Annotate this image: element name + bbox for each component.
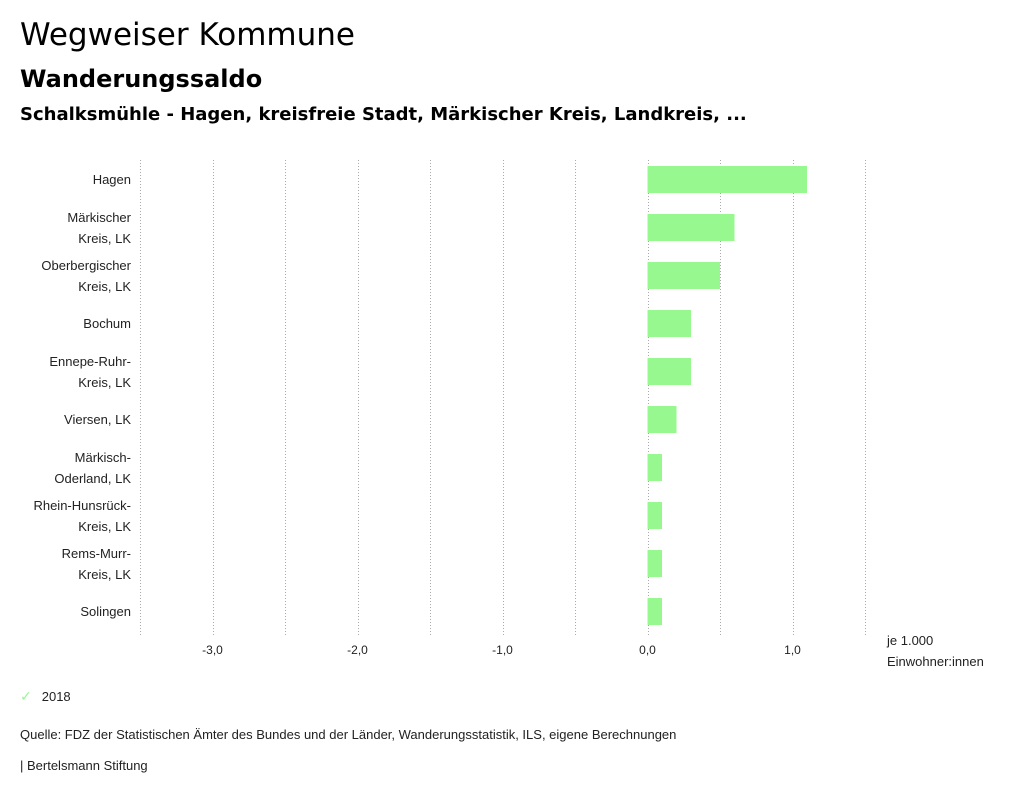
x-tick-label: 0,0 bbox=[639, 643, 656, 657]
x-tick-label: -2,0 bbox=[347, 643, 368, 657]
chart-subtitle: Wanderungssaldo bbox=[20, 65, 263, 93]
legend[interactable]: ✓ 2018 bbox=[20, 688, 71, 705]
bar bbox=[647, 550, 662, 577]
unit-label: je 1.000 Einwohner:innen bbox=[887, 630, 1017, 672]
bar bbox=[647, 262, 720, 289]
category-label: Kreis, LK bbox=[78, 231, 131, 246]
category-label: Solingen bbox=[80, 604, 131, 619]
x-tick-label: -1,0 bbox=[492, 643, 513, 657]
unit-label-line-1: je 1.000 bbox=[887, 633, 934, 648]
x-tick-label: 1,0 bbox=[784, 643, 801, 657]
bar bbox=[647, 454, 662, 481]
bar bbox=[647, 214, 735, 241]
legend-label: 2018 bbox=[41, 689, 71, 704]
category-label: Märkisch- bbox=[75, 450, 131, 465]
category-label: Bochum bbox=[83, 316, 131, 331]
category-label: Viersen, LK bbox=[64, 412, 131, 427]
unit-label-line-2: Einwohner:innen bbox=[887, 654, 984, 669]
category-label: Märkischer bbox=[67, 210, 131, 225]
category-label: Kreis, LK bbox=[78, 567, 131, 582]
category-label: Kreis, LK bbox=[78, 519, 131, 534]
bar-chart: -3,0 -2,0 -1,0 0,0 1,0 Hagen Märkischer Kreis, … bbox=[33, 160, 866, 657]
bar bbox=[647, 502, 662, 529]
bar bbox=[647, 598, 662, 625]
bar bbox=[647, 310, 691, 337]
bar bbox=[647, 358, 691, 385]
category-label: Kreis, LK bbox=[78, 375, 131, 390]
bar bbox=[647, 406, 677, 433]
category-label: Oberbergischer bbox=[41, 258, 131, 273]
footer-credit: | Bertelsmann Stiftung bbox=[20, 758, 148, 773]
category-label: Kreis, LK bbox=[78, 279, 131, 294]
chart-title: Wegweiser Kommune bbox=[20, 17, 355, 53]
x-tick-label: -3,0 bbox=[202, 643, 223, 657]
category-label: Rhein-Hunsrück- bbox=[33, 498, 131, 513]
category-label: Oderland, LK bbox=[54, 471, 131, 486]
bar bbox=[647, 166, 807, 193]
chart-region-subtitle: Schalksmühle - Hagen, kreisfreie Stadt, … bbox=[20, 104, 747, 125]
category-label: Ennepe-Ruhr- bbox=[49, 354, 131, 369]
category-label: Rems-Murr- bbox=[62, 546, 131, 561]
source-note: Quelle: FDZ der Statistischen Ämter des … bbox=[20, 727, 677, 742]
check-icon[interactable]: ✓ bbox=[20, 688, 32, 704]
category-label: Hagen bbox=[93, 172, 131, 187]
